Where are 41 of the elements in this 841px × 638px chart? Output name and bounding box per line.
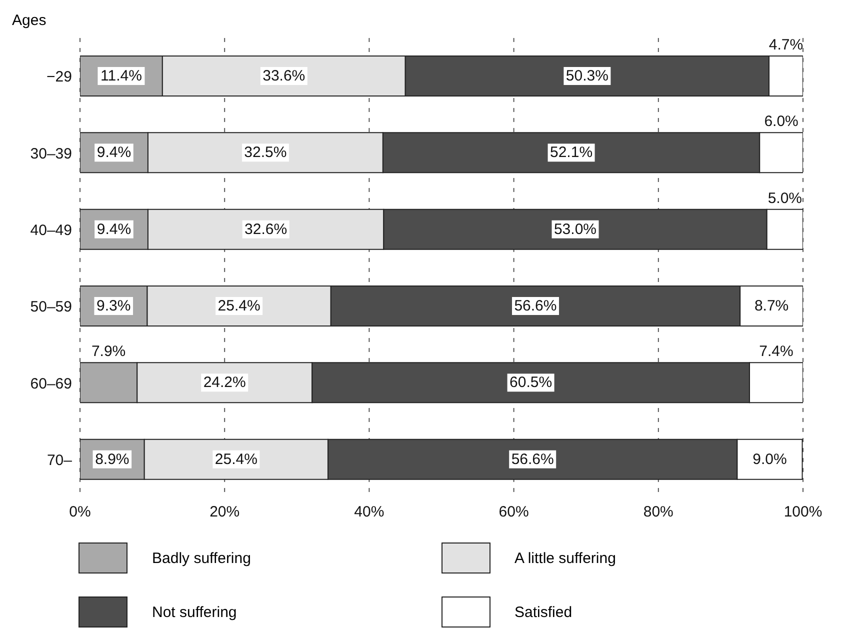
data-label: 25.4% (214, 450, 258, 468)
data-label: 9.4% (96, 144, 132, 162)
y-tick-label: 60–69 (30, 375, 72, 392)
data-label: 4.7% (768, 36, 804, 54)
data-label: 6.0% (764, 113, 798, 130)
y-tick-label: 70– (46, 452, 73, 469)
x-tick-label: 80% (643, 504, 674, 521)
data-label: 56.6% (511, 450, 554, 468)
data-label: 25.4% (218, 298, 260, 314)
legend-label: A little suffering (514, 550, 616, 566)
data-label: 9.0% (752, 450, 787, 468)
data-label: 32.6% (244, 220, 288, 238)
data-label: 9.3% (96, 298, 131, 314)
data-label: 8.9% (95, 450, 130, 468)
y-tick-label: 30–39 (30, 145, 72, 162)
x-tick-label: 60% (498, 504, 529, 521)
data-label: 5.0% (768, 190, 802, 207)
y-tick-label: −29 (46, 68, 72, 86)
x-tick-label: 40% (354, 504, 384, 521)
y-axis-title: Ages (12, 12, 46, 29)
data-label: 8.7% (754, 298, 789, 314)
data-label: 11.4% (100, 68, 142, 84)
data-label: 52.1% (550, 144, 593, 162)
data-label: 50.3% (566, 68, 608, 84)
x-tick-label: 100% (784, 504, 822, 521)
data-label: 56.6% (514, 298, 557, 314)
legend-label: Satisfied (514, 604, 572, 620)
data-label: 32.5% (244, 144, 287, 162)
data-label: 24.2% (203, 374, 246, 392)
data-label: 7.4% (759, 343, 794, 360)
data-label: 7.9% (91, 343, 126, 360)
x-tick-label: 0% (69, 504, 91, 521)
data-label: 33.6% (262, 68, 306, 84)
x-tick-label: 20% (210, 504, 240, 521)
data-label: 9.4% (96, 220, 132, 238)
y-tick-label: 40–49 (30, 222, 72, 239)
data-label: 60.5% (510, 374, 552, 392)
y-tick-label: 50–59 (30, 298, 72, 316)
data-label: 53.0% (554, 220, 597, 238)
legend-label: Badly suffering (152, 550, 251, 566)
legend-label: Not suffering (152, 604, 237, 620)
